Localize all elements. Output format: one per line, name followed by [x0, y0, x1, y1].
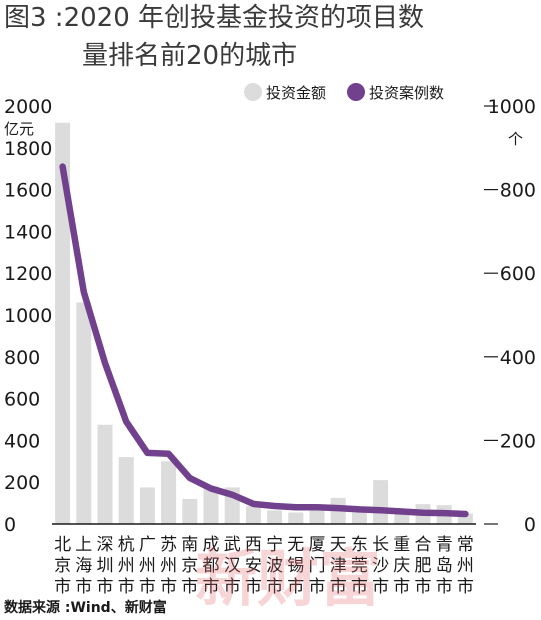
left-tick-label: 400 — [4, 430, 40, 452]
category-label: 北京市 — [54, 535, 71, 597]
source-note: 数据来源 :Wind、新财富 — [4, 599, 167, 616]
bar-宁波市 — [267, 510, 283, 524]
x-axis-category-labels: 北京市上海市深圳市杭州市广州市苏州市南京市成都市武汉市西安市宁波市无锡市厦门市天… — [54, 535, 474, 597]
category-label: 重庆市 — [393, 535, 410, 597]
category-label: 青岛市 — [436, 535, 453, 597]
right-tick-label: 200 — [500, 430, 536, 452]
left-tick-label: 1400 — [4, 221, 52, 243]
chart-title-line1: 图3 :2020 年创投基金投资的项目数 — [4, 3, 424, 33]
category-label: 武汉市 — [224, 535, 241, 597]
right-axis-unit: 个 — [508, 130, 523, 148]
left-tick-label: 2000 — [4, 96, 52, 118]
right-tick-label: 0 — [524, 514, 536, 536]
category-label: 广州市 — [139, 535, 156, 597]
bar-广州市 — [139, 487, 155, 524]
category-label: 上海市 — [75, 535, 92, 597]
category-label: 苏州市 — [160, 535, 177, 597]
right-tick-label: 800 — [500, 180, 536, 202]
category-label: 无锡市 — [287, 535, 304, 597]
bar-西安市 — [245, 506, 261, 524]
watermark: 新财富 — [195, 542, 381, 615]
bar-上海市 — [76, 302, 92, 524]
bar-series — [55, 122, 473, 524]
right-tick-label: 600 — [500, 263, 536, 285]
left-tick-label: 0 — [4, 514, 16, 536]
category-label: 深圳市 — [97, 535, 114, 597]
left-axis-unit: 亿元 — [4, 120, 34, 138]
legend-bar-swatch — [244, 83, 262, 101]
right-axis-ticks: 0 200 400 600 800 1000 — [484, 96, 536, 536]
category-label: 常州市 — [457, 535, 474, 597]
legend-bar-label: 投资金额 — [266, 84, 326, 102]
left-tick-label: 600 — [4, 389, 40, 411]
category-label: 杭州市 — [118, 535, 135, 597]
left-tick-label: 1000 — [4, 305, 52, 327]
legend-line-label: 投资案例数 — [369, 84, 444, 102]
bar-北京市 — [55, 122, 71, 524]
bar-常州市 — [457, 513, 473, 524]
bar-南京市 — [182, 498, 198, 524]
category-label: 西安市 — [245, 535, 262, 597]
category-label: 长沙市 — [372, 535, 389, 597]
legend-line-swatch — [347, 83, 365, 101]
category-label: 成都市 — [203, 535, 220, 597]
right-tick-label: 1000 — [488, 96, 536, 118]
category-label: 宁波市 — [266, 535, 283, 597]
bar-厦门市 — [309, 509, 325, 524]
category-label: 厦门市 — [309, 535, 326, 597]
bar-深圳市 — [97, 424, 113, 524]
line-series — [59, 163, 469, 518]
category-label: 天津市 — [330, 535, 347, 597]
legend: 投资金额 投资案例数 — [244, 83, 444, 102]
left-tick-label: 1800 — [4, 138, 52, 160]
chart-title-line2: 量排名前20的城市 — [82, 41, 297, 71]
right-tick-label: 400 — [500, 347, 536, 369]
category-label: 南京市 — [181, 535, 198, 597]
left-tick-label: 1600 — [4, 180, 52, 202]
bar-东莞市 — [351, 512, 367, 524]
left-tick-label: 800 — [4, 347, 40, 369]
left-tick-label: 200 — [4, 472, 40, 494]
left-axis-ticks: 0 200 400 600 800 1000 1200 1400 1600 1800 2000 — [4, 96, 52, 536]
bar-杭州市 — [118, 457, 134, 524]
bar-无锡市 — [288, 512, 304, 524]
left-tick-label: 1200 — [4, 263, 52, 285]
bar-苏州市 — [161, 461, 177, 524]
bar-成都市 — [203, 486, 219, 524]
category-label: 东莞市 — [351, 535, 368, 597]
category-label: 合肥市 — [415, 535, 432, 597]
bar-长沙市 — [373, 480, 389, 524]
